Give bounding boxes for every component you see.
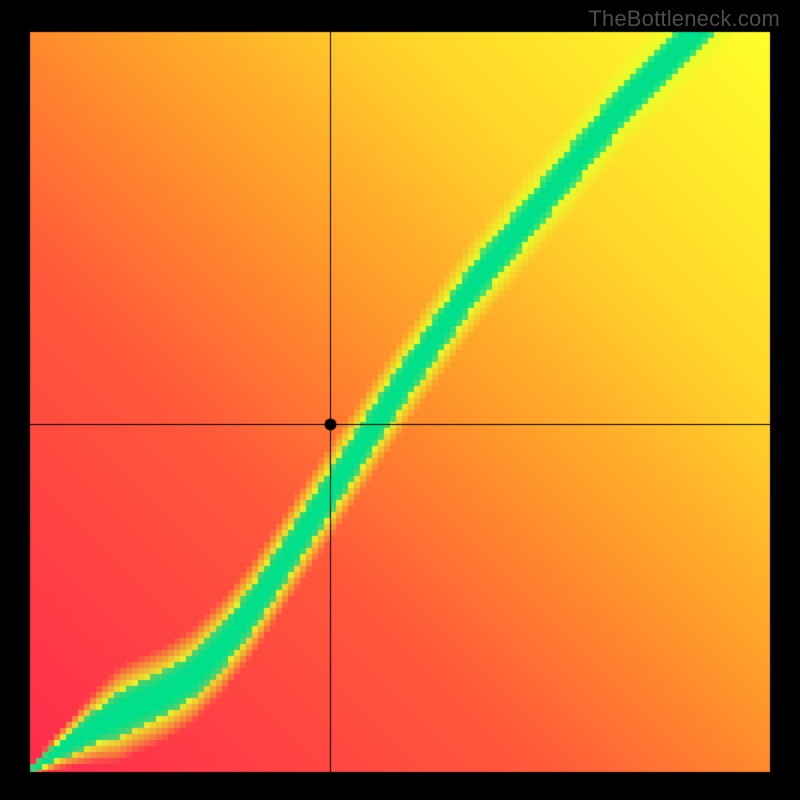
watermark-label: TheBottleneck.com (588, 6, 780, 32)
chart-container: TheBottleneck.com (0, 0, 800, 800)
bottleneck-heatmap (0, 0, 800, 800)
